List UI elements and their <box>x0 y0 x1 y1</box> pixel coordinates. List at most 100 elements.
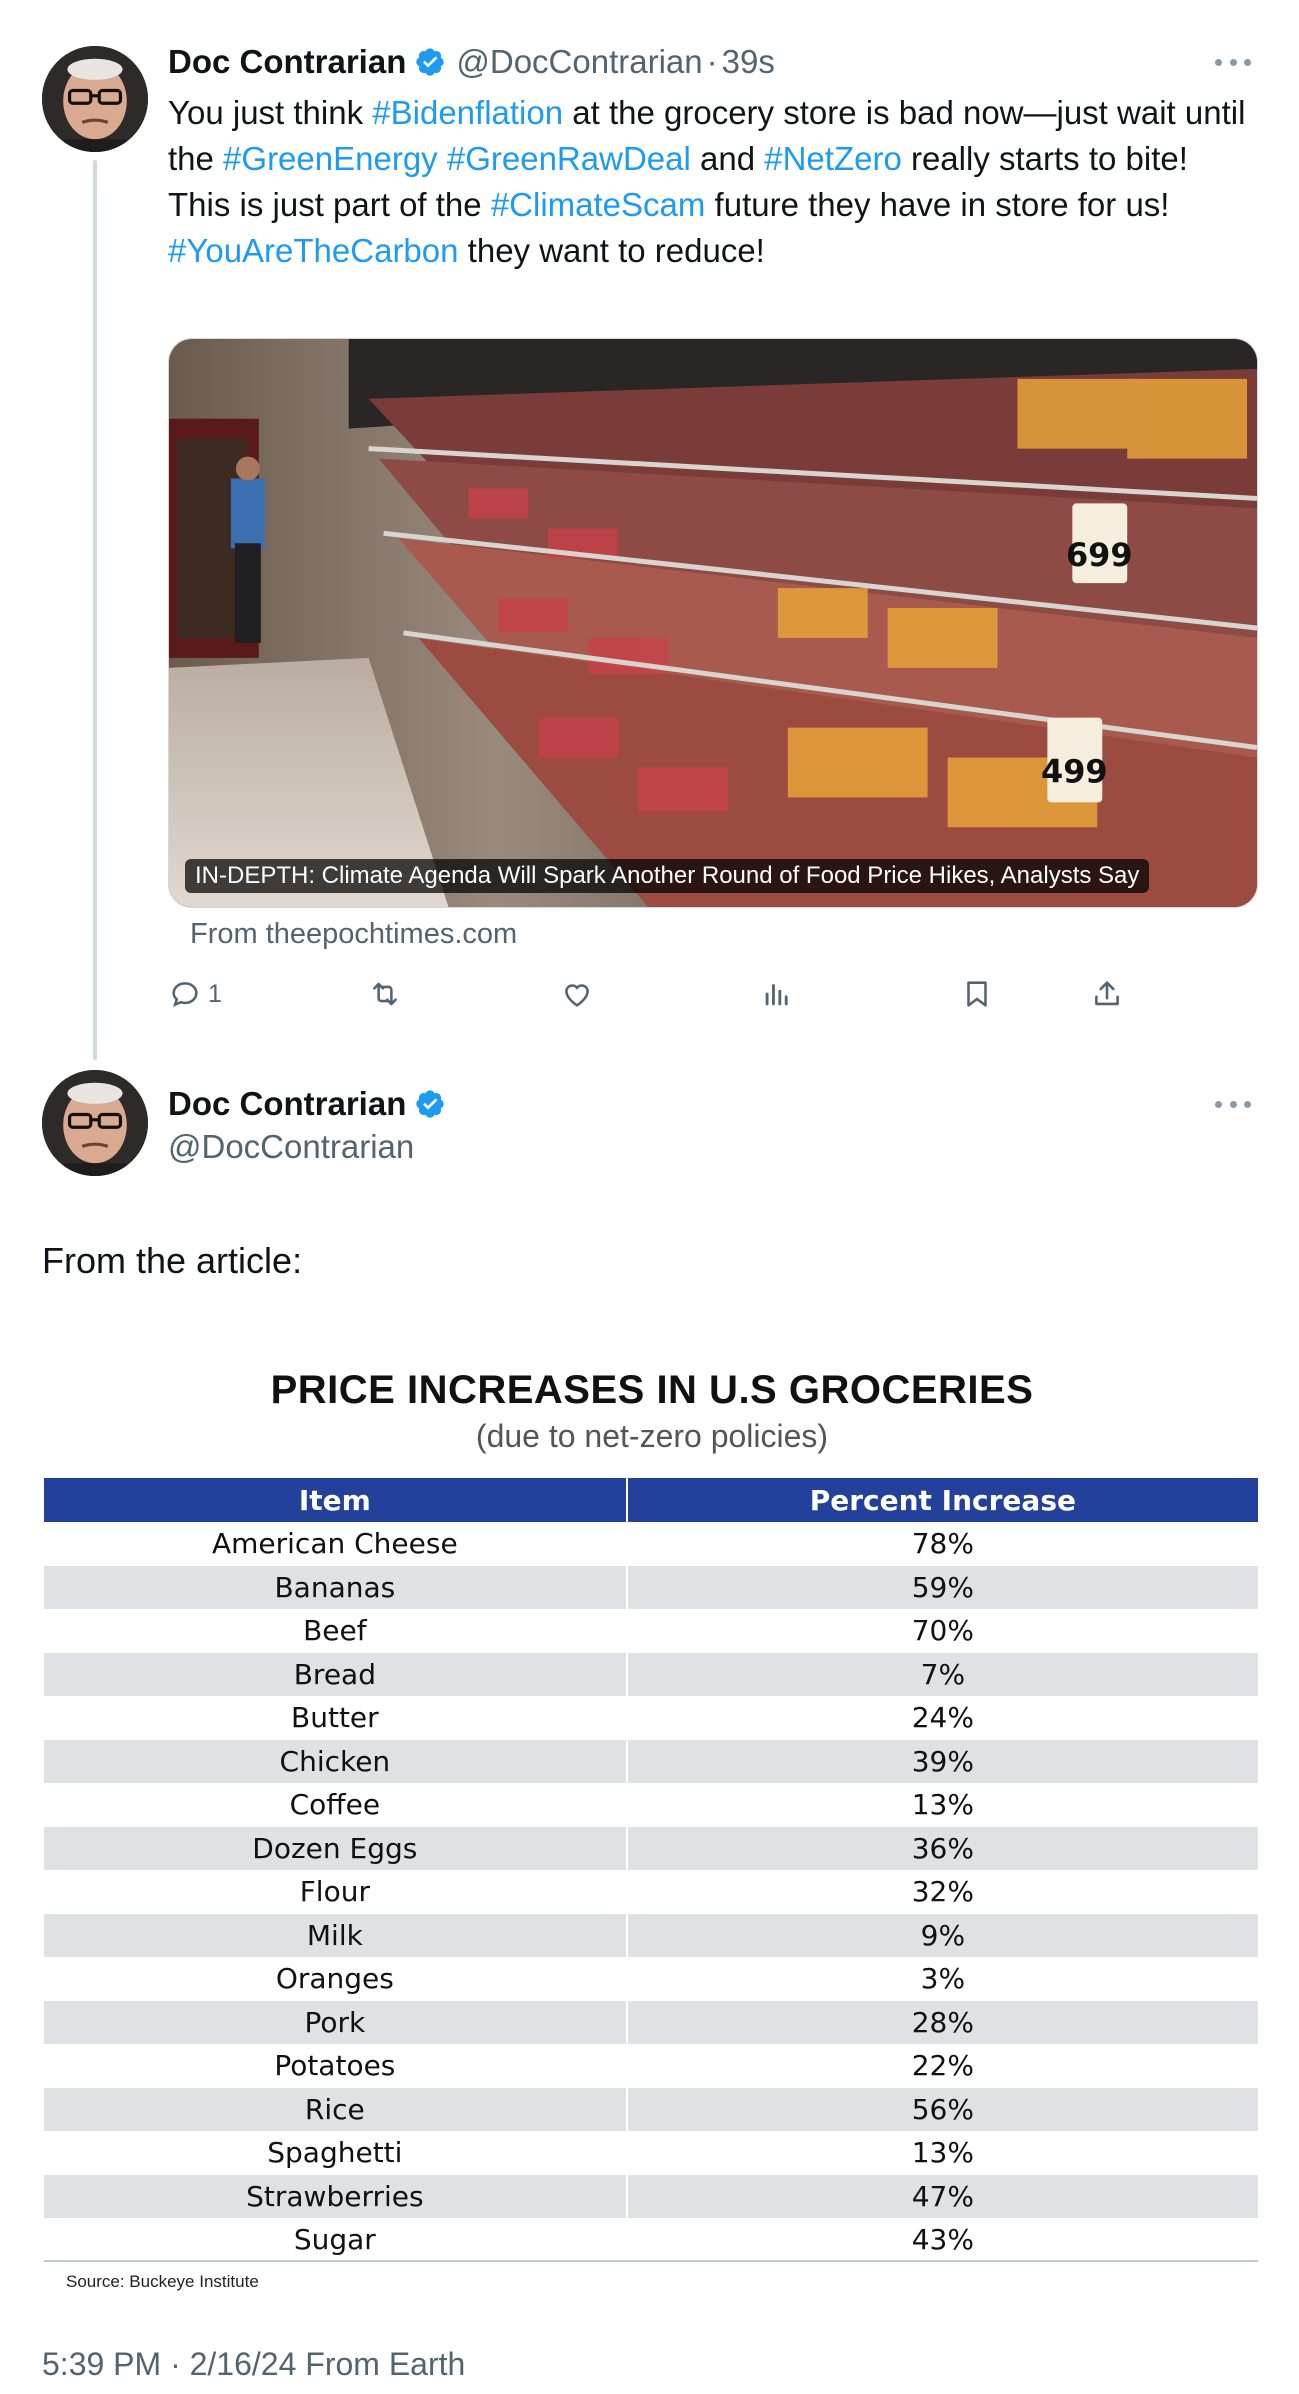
hashtag-link[interactable]: #GreenEnergy <box>223 140 438 177</box>
hashtag-link[interactable]: #YouAreTheCarbon <box>168 232 459 269</box>
like-button[interactable] <box>560 972 594 1016</box>
views-button[interactable] <box>760 972 794 1016</box>
table-rule <box>44 2260 1258 2262</box>
separator: · <box>706 43 718 80</box>
table-row: Sugar 43% <box>44 2218 1258 2262</box>
tweet-header: Doc Contrarian @DocContrarian <box>168 1082 1251 1166</box>
item-cell: Sugar <box>44 2218 628 2262</box>
item-cell: Beef <box>44 1609 628 1653</box>
link-card-image[interactable]: 699 499 IN-DEPTH: Climate Agenda Will Sp… <box>168 338 1258 908</box>
author-handle[interactable]: @DocContrarian <box>456 43 703 80</box>
bookmark-button[interactable] <box>960 972 994 1016</box>
article-table-image[interactable]: PRICE INCREASES IN U.S GROCERIES (due to… <box>42 1330 1262 2291</box>
item-cell: Rice <box>44 2087 628 2131</box>
verified-badge-icon <box>416 1090 445 1118</box>
item-cell: Dozen Eggs <box>44 1826 628 1870</box>
share-icon <box>1095 981 1119 1006</box>
price-tag-label: 699 <box>1066 536 1133 574</box>
item-cell: Milk <box>44 1913 628 1957</box>
tweet-actions: 1 <box>168 972 1148 1016</box>
avatar-image <box>42 1070 148 1176</box>
tweet-body: You just think #Bidenflation at the groc… <box>168 94 1246 269</box>
author-name[interactable]: Doc Contrarian <box>168 43 407 80</box>
share-button[interactable] <box>1090 972 1124 1016</box>
table-row: Butter 24% <box>44 1696 1258 1740</box>
table-row: Bread 7% <box>44 1652 1258 1696</box>
verified-badge-icon <box>416 48 445 76</box>
item-cell: American Cheese <box>44 1522 628 1566</box>
table-row: Beef 70% <box>44 1609 1258 1653</box>
percent-cell: 28% <box>626 2000 1258 2044</box>
table-row: Spaghetti 13% <box>44 2131 1258 2175</box>
table-source: Source: Buckeye Institute <box>66 2272 259 2291</box>
table-header-cell: Item <box>44 1478 628 1522</box>
reply-button[interactable]: 1 <box>168 972 222 1016</box>
hashtag-link[interactable]: #ClimateScam <box>490 186 706 223</box>
link-card-source[interactable]: From theepochtimes.com <box>190 918 518 950</box>
author-handle[interactable]: @DocContrarian <box>168 1128 415 1165</box>
table-header-cell: Percent Increase <box>626 1478 1258 1522</box>
link-card-title[interactable]: IN-DEPTH: Climate Agenda Will Spark Anot… <box>185 859 1150 893</box>
percent-cell: 36% <box>626 1826 1258 1870</box>
bookmark-icon <box>967 981 987 1007</box>
percent-cell: 70% <box>911 1614 974 1648</box>
hashtag-link[interactable]: #GreenRawDeal <box>446 140 691 177</box>
percent-cell: 39% <box>626 1739 1258 1783</box>
table-row: Strawberries 47% <box>44 2174 1258 2218</box>
percent-cell: 9% <box>626 1913 1258 1957</box>
item-cell: Spaghetti <box>44 2131 628 2175</box>
item-cell: Bread <box>44 1652 628 1696</box>
percent-cell: 59% <box>626 1565 1258 1609</box>
tweet-body: From the article: <box>42 1240 303 1281</box>
tweet-header: Doc Contrarian @DocContrarian · 39s <box>168 40 1251 84</box>
table-header-row: Item Percent Increase <box>44 1478 1258 1522</box>
percent-cell: 3% <box>920 1962 966 1996</box>
item-cell: Potatoes <box>44 2044 628 2088</box>
percent-cell: 47% <box>626 2174 1258 2218</box>
item-cell: Coffee <box>44 1783 628 1827</box>
avatar[interactable] <box>42 46 148 152</box>
price-tag-label: 499 <box>1041 752 1108 790</box>
percent-cell: 13% <box>911 2136 974 2170</box>
hashtag-link[interactable]: #NetZero <box>764 140 902 177</box>
timestamp[interactable]: 39s <box>721 43 775 80</box>
table-row: Potatoes 22% <box>44 2044 1258 2088</box>
item-cell: Butter <box>44 1696 628 1740</box>
like-icon <box>565 984 589 1007</box>
table-row: Bananas 59% <box>44 1565 1258 1609</box>
retweet-icon <box>373 982 397 1006</box>
thread-connector-line <box>93 160 97 1060</box>
percent-cell: 43% <box>911 2223 974 2257</box>
table-row: Flour 32% <box>44 1870 1258 1914</box>
table-row: Oranges 3% <box>44 1957 1258 2001</box>
percent-cell: 56% <box>626 2087 1258 2131</box>
percent-cell: 7% <box>626 1652 1258 1696</box>
table-row: Dozen Eggs 36% <box>44 1826 1258 1870</box>
grocery-meat-aisle-image: 699 499 <box>169 339 1257 907</box>
avatar-image <box>42 46 148 152</box>
table-title: PRICE INCREASES IN U.S GROCERIES <box>270 1368 1034 1412</box>
post-timestamp[interactable]: 5:39 PM · 2/16/24 From Earth <box>42 2346 466 2382</box>
percent-cell: 13% <box>911 1788 974 1822</box>
percent-cell: 32% <box>911 1875 974 1909</box>
item-cell: Chicken <box>44 1739 628 1783</box>
reply-icon <box>172 982 198 1007</box>
reply-count: 1 <box>208 979 222 1008</box>
more-icon[interactable] <box>1215 1086 1251 1122</box>
percent-cell: 22% <box>911 2049 974 2083</box>
table-row: Rice 56% <box>44 2087 1258 2131</box>
more-icon[interactable] <box>1215 44 1251 80</box>
table-row: Pork 28% <box>44 2000 1258 2044</box>
table-subtitle: (due to net-zero policies) <box>475 1418 829 1454</box>
author-name[interactable]: Doc Contrarian <box>168 1085 407 1122</box>
retweet-button[interactable] <box>368 972 402 1016</box>
percent-cell: 78% <box>911 1527 974 1561</box>
item-cell: Pork <box>44 2000 628 2044</box>
item-cell: Oranges <box>44 1957 628 2001</box>
item-cell: Bananas <box>44 1565 628 1609</box>
hashtag-link[interactable]: #Bidenflation <box>372 94 564 131</box>
table-row: American Cheese 78% <box>44 1522 1258 1566</box>
avatar[interactable] <box>42 1070 148 1176</box>
table-row: Chicken 39% <box>44 1739 1258 1783</box>
item-cell: Flour <box>44 1870 628 1914</box>
